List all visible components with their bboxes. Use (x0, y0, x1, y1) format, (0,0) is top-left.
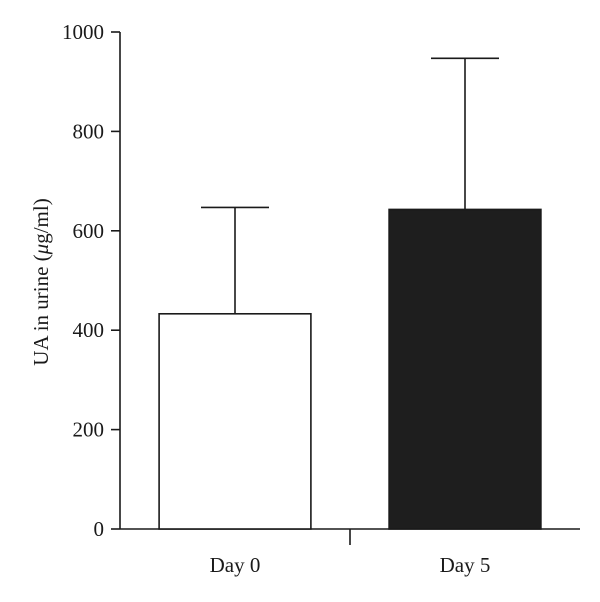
y-axis: 0 200 400 600 800 1000 (62, 20, 121, 541)
y-axis-title-mu: μ (29, 244, 53, 256)
x-tick-label-0: Day 0 (210, 553, 261, 577)
y-tick-label-1: 200 (73, 418, 105, 442)
y-tick-label-4: 800 (73, 119, 105, 143)
y-axis-title: UA in urine (μg/ml) (29, 198, 53, 365)
x-axis: Day 0 Day 5 (120, 528, 580, 577)
y-axis-title-suffix: g/ml) (29, 198, 53, 244)
y-tick-label-5: 1000 (62, 20, 104, 44)
y-axis-title-prefix: UA in urine ( (29, 254, 53, 365)
bars (158, 208, 542, 530)
bar-day-0 (158, 312, 312, 530)
error-bars (201, 57, 499, 314)
x-tick-label-1: Day 5 (440, 553, 491, 577)
bar-day-5 (388, 208, 542, 530)
y-tick-label-2: 400 (73, 318, 105, 342)
y-tick-label-0: 0 (94, 517, 105, 541)
y-tick-label-3: 600 (73, 219, 105, 243)
